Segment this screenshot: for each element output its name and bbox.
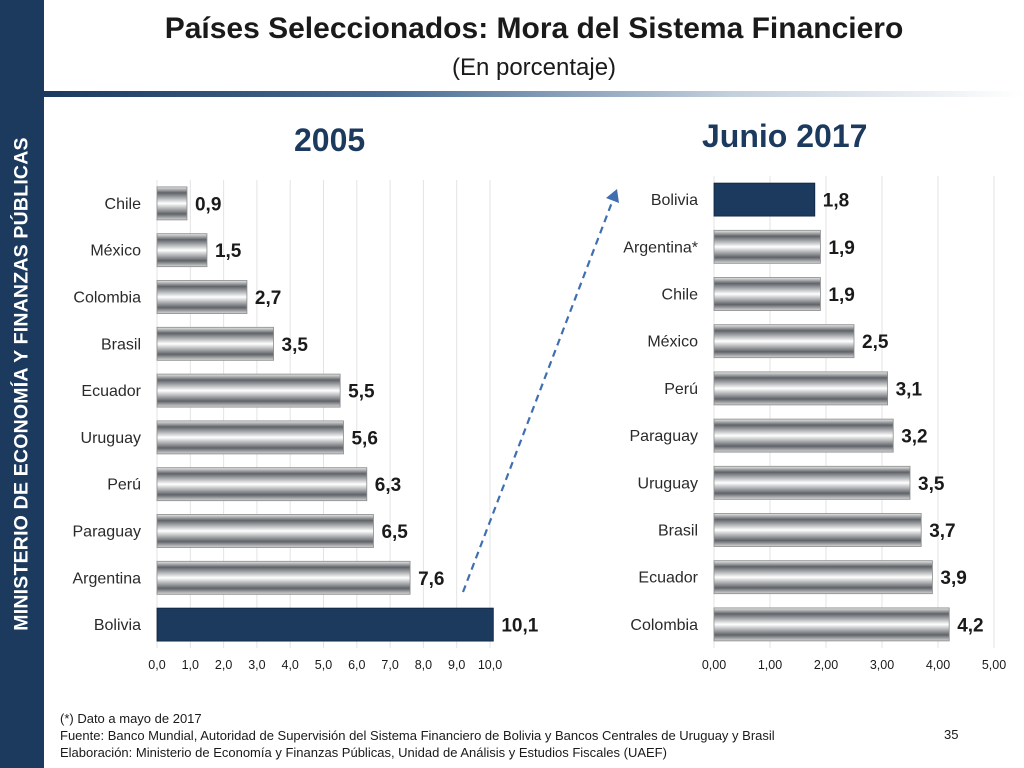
chart-2017-value-label: 3,7 bbox=[929, 521, 955, 542]
chart-2005-tick-label: 10,0 bbox=[478, 658, 502, 672]
chart-2005-value-label: 5,6 bbox=[351, 428, 377, 449]
chart-2017-bar-mexico bbox=[713, 324, 855, 359]
chart-2017-bar-uruguay bbox=[713, 465, 911, 500]
chart-2005-tick-label: 8,0 bbox=[415, 658, 432, 672]
chart-2017-tick-label: 5,00 bbox=[982, 658, 1006, 672]
chart-2017-category-label: Uruguay bbox=[638, 475, 698, 492]
trend-arrow bbox=[461, 196, 616, 593]
chart-2017: Bolivia 1,8 Argentina* 1,9 Chile 1,9 México 2,5… bbox=[623, 176, 1006, 672]
chart-2005-value-label: 1,5 bbox=[215, 241, 242, 262]
chart-2017-bar-peru bbox=[713, 371, 889, 406]
chart-2005-category-label: Argentina bbox=[73, 570, 142, 587]
chart-2017-bar-paraguay bbox=[713, 418, 894, 453]
chart-2017-category-label: Paraguay bbox=[630, 428, 699, 445]
chart-2005-tick-label: 0,0 bbox=[148, 658, 165, 672]
chart-2005-category-label: México bbox=[90, 243, 141, 260]
chart-2017-category-label: Ecuador bbox=[638, 570, 698, 587]
chart-2005-category-label: Bolivia bbox=[94, 617, 141, 634]
chart-2017-tick-label: 3,00 bbox=[870, 658, 894, 672]
chart-2005-category-label: Paraguay bbox=[73, 524, 142, 541]
chart-2017-category-label: Brasil bbox=[658, 523, 698, 540]
chart-2005-tick-label: 7,0 bbox=[381, 658, 398, 672]
chart-2017-tick-label: 0,00 bbox=[702, 658, 726, 672]
chart-2017-category-label: Perú bbox=[664, 381, 698, 398]
footer-source: Fuente: Banco Mundial, Autoridad de Supe… bbox=[60, 728, 775, 743]
chart-2017-tick-label: 1,00 bbox=[758, 658, 782, 672]
chart-2005-value-label: 10,1 bbox=[501, 616, 538, 637]
chart-2017-value-label: 3,2 bbox=[901, 427, 927, 448]
page-number: 35 bbox=[944, 727, 959, 742]
chart-2005-value-label: 2,7 bbox=[255, 288, 281, 309]
chart-2017-category-label: Bolivia bbox=[651, 192, 698, 209]
chart-2005-category-label: Brasil bbox=[101, 336, 141, 353]
chart-2005-tick-label: 5,0 bbox=[315, 658, 332, 672]
chart-2005-bar-ecuador bbox=[156, 373, 341, 408]
chart-2005-value-label: 6,5 bbox=[381, 522, 408, 543]
chart-2005-value-label: 7,6 bbox=[418, 569, 444, 590]
chart-2005-bar-uruguay bbox=[156, 420, 344, 455]
chart-2005-value-label: 5,5 bbox=[348, 382, 375, 403]
chart-2017-bar-brasil bbox=[713, 513, 922, 547]
chart-2017-value-label: 3,5 bbox=[918, 474, 945, 495]
chart-2005-bar-paraguay bbox=[156, 514, 374, 548]
footer-elaboration: Elaboración: Ministerio de Economía y Fi… bbox=[60, 745, 667, 760]
chart-2017-value-label: 2,5 bbox=[862, 332, 889, 353]
chart-title-2017: Junio 2017 bbox=[702, 118, 868, 154]
chart-2005-category-label: Chile bbox=[105, 196, 142, 213]
chart-2005-bar-mexico bbox=[156, 233, 208, 268]
chart-2005-tick-label: 2,0 bbox=[215, 658, 232, 672]
chart-2005-category-label: Uruguay bbox=[81, 430, 141, 447]
title-divider bbox=[44, 91, 1024, 97]
chart-2017-bar-ecuador bbox=[713, 560, 933, 595]
chart-2005-value-label: 6,3 bbox=[375, 475, 401, 496]
chart-2005-value-label: 3,5 bbox=[282, 335, 309, 356]
chart-2017-bar-argentina bbox=[713, 229, 821, 264]
chart-2005-bar-colombia bbox=[156, 280, 248, 314]
chart-2017-category-label: México bbox=[647, 334, 698, 351]
chart-2005: Chile 0,9 México 1,5 Colombia 2,7 Brasil 3,5 Ecu… bbox=[73, 180, 539, 672]
chart-2005-value-label: 0,9 bbox=[195, 194, 221, 215]
chart-2005-bar-brasil bbox=[156, 326, 274, 361]
chart-2005-tick-label: 3,0 bbox=[248, 658, 265, 672]
chart-2017-category-label: Chile bbox=[662, 287, 699, 304]
chart-2017-tick-label: 4,00 bbox=[926, 658, 950, 672]
chart-2005-tick-label: 6,0 bbox=[348, 658, 365, 672]
chart-2017-bar-chile bbox=[713, 277, 821, 311]
chart-2005-tick-label: 9,0 bbox=[448, 658, 465, 672]
chart-title-2005: 2005 bbox=[294, 122, 366, 158]
trend-arrowhead bbox=[606, 189, 619, 203]
chart-2005-category-label: Colombia bbox=[73, 290, 141, 307]
chart-2017-bar-bolivia bbox=[713, 182, 816, 217]
chart-2005-category-label: Perú bbox=[107, 477, 141, 494]
page-subtitle: (En porcentaje) bbox=[451, 54, 617, 81]
chart-2005-bar-argentina bbox=[156, 560, 411, 595]
sidebar: MINISTERIO DE ECONOMÍA Y FINANZAS PÚBLIC… bbox=[0, 0, 44, 768]
chart-2017-category-label: Argentina* bbox=[623, 239, 698, 256]
chart-2005-category-label: Ecuador bbox=[81, 383, 141, 400]
chart-2017-value-label: 3,1 bbox=[896, 379, 923, 400]
chart-2017-value-label: 4,2 bbox=[957, 615, 983, 636]
page-title: Países Seleccionados: Mora del Sistema F… bbox=[164, 12, 904, 45]
chart-2005-tick-label: 4,0 bbox=[282, 658, 299, 672]
chart-2017-value-label: 3,9 bbox=[940, 568, 966, 589]
chart-2005-tick-label: 1,0 bbox=[182, 658, 199, 672]
chart-2017-value-label: 1,9 bbox=[828, 238, 854, 259]
chart-2005-bar-chile bbox=[156, 186, 188, 221]
chart-2017-tick-label: 2,00 bbox=[814, 658, 838, 672]
chart-2005-bar-peru bbox=[156, 467, 368, 502]
chart-2017-value-label: 1,8 bbox=[823, 191, 849, 212]
chart-2017-value-label: 1,9 bbox=[828, 285, 854, 306]
footer-notes: (*) Dato a mayo de 2017 Fuente: Banco Mu… bbox=[60, 710, 920, 761]
footer-note: (*) Dato a mayo de 2017 bbox=[60, 711, 202, 726]
chart-2005-bar-bolivia bbox=[156, 607, 494, 642]
chart-2017-bar-colombia bbox=[713, 607, 950, 642]
chart-2017-category-label: Colombia bbox=[630, 617, 698, 634]
